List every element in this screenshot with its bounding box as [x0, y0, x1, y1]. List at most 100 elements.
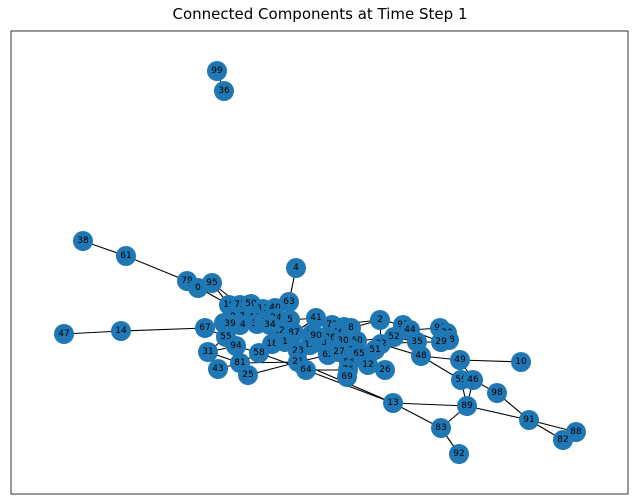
node-circle-64b — [296, 360, 316, 380]
node-label-64b: 64 — [300, 365, 312, 375]
node-label-19: 19 — [223, 300, 235, 310]
node-circle-94 — [226, 336, 246, 356]
node-label-65: 65 — [353, 349, 364, 359]
node-circle-36 — [214, 81, 234, 101]
node-10: 10 — [511, 352, 531, 372]
node-58: 58 — [249, 343, 269, 363]
node-12: 12 — [358, 355, 378, 375]
nodes-layer: 9936438617909547146319755011409701324643… — [54, 61, 586, 464]
node-label-22: 22 — [273, 326, 284, 336]
node-label-2: 2 — [377, 315, 383, 325]
node-61: 61 — [116, 246, 136, 266]
node-circle-26 — [375, 360, 395, 380]
node-label-98: 98 — [491, 388, 503, 398]
node-label-48: 48 — [415, 351, 427, 361]
node-circle-91 — [519, 410, 539, 430]
node-label-87: 87 — [288, 328, 299, 338]
node-25: 25 — [238, 365, 258, 385]
node-circle-38 — [73, 231, 93, 251]
node-label-31: 31 — [202, 347, 213, 357]
node-64b: 64 — [296, 360, 316, 380]
node-circle-34 — [260, 315, 280, 335]
node-label-36: 36 — [218, 86, 230, 96]
node-circle-98 — [487, 383, 507, 403]
node-label-79: 79 — [181, 276, 193, 286]
node-36: 36 — [214, 81, 234, 101]
node-label-88: 88 — [570, 427, 582, 437]
node-label-8: 8 — [348, 323, 354, 333]
node-90: 90 — [306, 326, 326, 346]
node-label-51: 51 — [369, 345, 380, 355]
node-46: 46 — [463, 370, 483, 390]
node-label-58: 58 — [253, 348, 265, 358]
node-92: 92 — [449, 444, 469, 464]
node-29: 29 — [431, 332, 451, 352]
node-circle-58 — [249, 343, 269, 363]
plot-frame — [10, 30, 629, 495]
node-label-86: 86 — [324, 333, 336, 343]
node-circle-25 — [238, 365, 258, 385]
node-31: 31 — [198, 342, 218, 362]
node-circle-2 — [370, 310, 390, 330]
node-98: 98 — [487, 383, 507, 403]
node-99: 99 — [207, 61, 227, 81]
node-label-10: 10 — [515, 357, 527, 367]
node-circle-48 — [411, 346, 431, 366]
node-13b: 13 — [383, 393, 403, 413]
node-circle-61 — [116, 246, 136, 266]
node-circle-90 — [306, 326, 326, 346]
node-label-64: 64 — [234, 320, 246, 330]
node-47: 47 — [54, 324, 74, 344]
node-label-26: 26 — [379, 365, 391, 375]
node-label-40: 40 — [269, 303, 281, 313]
node-label-60: 60 — [351, 336, 363, 346]
edge-14-67 — [120, 327, 206, 332]
node-26: 26 — [375, 360, 395, 380]
node-label-34: 34 — [264, 320, 276, 330]
node-label-62: 62 — [322, 350, 333, 360]
node-circle-69 — [337, 367, 357, 387]
node-label-38: 38 — [77, 236, 89, 246]
node-label-13b: 13 — [387, 398, 398, 408]
node-91: 91 — [519, 410, 539, 430]
node-label-55: 55 — [220, 332, 231, 342]
node-label-5: 5 — [287, 315, 293, 325]
node-circle-31 — [198, 342, 218, 362]
node-38: 38 — [73, 231, 93, 251]
node-34: 34 — [260, 315, 280, 335]
node-circle-89 — [457, 396, 477, 416]
node-circle-12 — [358, 355, 378, 375]
node-label-43: 43 — [212, 364, 223, 374]
node-label-27: 27 — [333, 347, 344, 357]
node-circle-83 — [431, 418, 451, 438]
node-circle-99 — [207, 61, 227, 81]
node-label-59: 59 — [455, 375, 467, 385]
node-circle-14 — [111, 321, 131, 341]
node-label-11: 11 — [257, 304, 268, 314]
node-circle-95 — [202, 273, 222, 293]
node-label-30: 30 — [337, 336, 349, 346]
node-label-35: 35 — [411, 337, 422, 347]
node-label-15: 15 — [304, 340, 315, 350]
node-69: 69 — [337, 367, 357, 387]
node-label-82: 82 — [557, 435, 568, 445]
edge-89-91 — [466, 405, 530, 421]
edge-49-10 — [459, 359, 522, 363]
node-label-18: 18 — [266, 339, 278, 349]
node-label-94: 94 — [230, 341, 242, 351]
node-label-67: 67 — [199, 323, 210, 333]
node-label-0: 0 — [195, 283, 201, 293]
node-49: 49 — [450, 350, 470, 370]
chart-title: Connected Components at Time Step 1 — [172, 5, 468, 23]
node-circle-43 — [208, 359, 228, 379]
node-label-49: 49 — [454, 355, 466, 365]
edge-13b-89 — [392, 402, 468, 407]
node-label-99: 99 — [211, 66, 223, 76]
node-label-89: 89 — [461, 401, 473, 411]
edge-61-79 — [125, 255, 188, 282]
node-67: 67 — [195, 318, 215, 338]
node-label-21: 21 — [292, 357, 303, 367]
node-43: 43 — [208, 359, 228, 379]
node-circle-47 — [54, 324, 74, 344]
